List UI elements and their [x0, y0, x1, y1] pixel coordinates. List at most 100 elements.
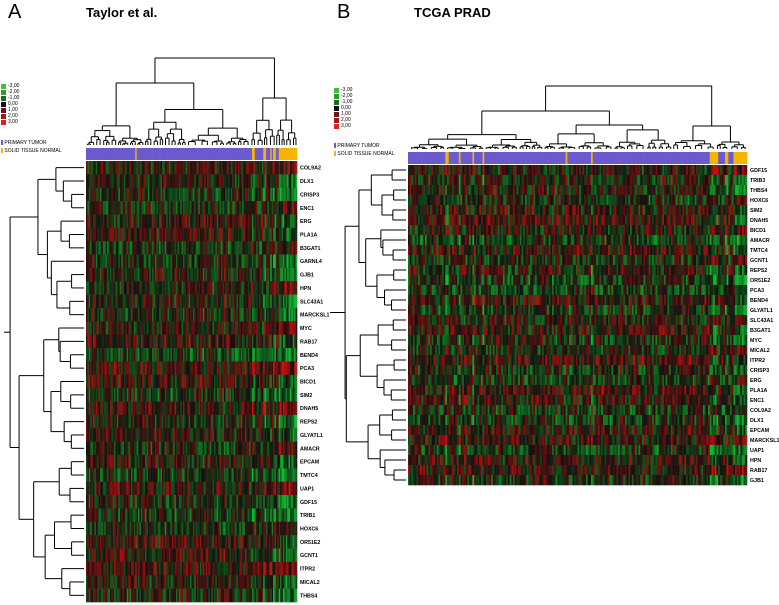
heatmap-cell	[171, 308, 174, 322]
heatmap-cell	[264, 455, 267, 469]
heatmap-cell	[131, 214, 133, 229]
heatmap-cell	[174, 254, 177, 269]
heatmap-cell	[184, 214, 187, 229]
heatmap-cell	[294, 441, 296, 456]
heatmap-cell	[140, 428, 143, 442]
heatmap-cell	[88, 414, 91, 429]
heatmap-cell	[90, 267, 92, 282]
heatmap-cell	[121, 227, 123, 242]
heatmap-cell	[287, 468, 289, 483]
heatmap-cell	[140, 495, 143, 509]
heatmap-cell	[239, 401, 242, 416]
heatmap-cell	[247, 187, 250, 202]
heatmap-cell	[225, 495, 227, 509]
heatmap-cell	[98, 508, 101, 523]
heatmap-cell	[138, 508, 140, 523]
heatmap-cell	[152, 241, 154, 255]
heatmap-cell	[146, 535, 149, 549]
annotation-cell	[229, 148, 232, 160]
heatmap-cell	[267, 308, 270, 322]
heatmap-cell	[178, 334, 181, 349]
heatmap-cell	[243, 201, 246, 215]
heatmap-cell	[212, 267, 215, 282]
heatmap-cell	[102, 294, 105, 309]
heatmap-cell	[118, 214, 121, 229]
heatmap-cell	[116, 294, 119, 309]
heatmap-cell	[115, 361, 118, 376]
heatmap-cell	[100, 374, 102, 389]
heatmap-cell	[98, 361, 101, 376]
heatmap-cell	[97, 535, 99, 549]
heatmap-cell	[278, 348, 281, 362]
heatmap-cell	[86, 241, 88, 255]
heatmap-cell	[192, 308, 195, 322]
heatmap-cell	[91, 281, 94, 295]
heatmap-cell	[128, 535, 130, 549]
heatmap-cell	[274, 441, 277, 456]
annotation-cell	[142, 148, 144, 160]
heatmap-cell	[206, 241, 209, 255]
heatmap-cell	[291, 201, 294, 215]
heatmap-cell	[94, 227, 97, 242]
heatmap-cell	[216, 414, 219, 429]
heatmap-cell	[267, 508, 270, 523]
heatmap-cell	[112, 187, 115, 202]
heatmap-cell	[163, 414, 166, 429]
heatmap-cell	[204, 254, 206, 269]
annotation-cell	[153, 148, 156, 160]
heatmap-cell	[260, 321, 263, 336]
heatmap-cell	[260, 361, 263, 376]
panel-a-title: Taylor et al.	[86, 5, 158, 20]
heatmap-cell	[145, 308, 147, 322]
heatmap-cell	[157, 201, 160, 215]
heatmap-cell	[268, 455, 271, 469]
heatmap-cell	[176, 241, 178, 255]
heatmap-cell	[87, 361, 90, 376]
heatmap-cell	[190, 374, 192, 389]
heatmap-cell	[187, 495, 189, 509]
heatmap-cell	[212, 241, 215, 255]
heatmap-cell	[156, 161, 159, 175]
heatmap-cell	[94, 521, 97, 536]
heatmap-cell	[295, 374, 298, 389]
heatmap-cell	[107, 414, 109, 429]
heatmap-cell	[173, 241, 175, 255]
heatmap-cell	[289, 414, 292, 429]
heatmap-cell	[281, 201, 284, 215]
heatmap-cell	[264, 161, 267, 175]
heatmap-cell	[94, 254, 97, 269]
heatmap-cell	[121, 241, 123, 255]
heatmap-cell	[93, 468, 95, 483]
heatmap-cell	[253, 428, 256, 442]
heatmap-cell	[153, 254, 156, 269]
heatmap-cell	[218, 468, 220, 483]
heatmap-cell	[225, 361, 227, 376]
heatmap-cell	[159, 468, 161, 483]
heatmap-cell	[147, 374, 150, 389]
heatmap-cell	[184, 401, 187, 416]
heatmap-cell	[171, 401, 174, 416]
heatmap-cell	[102, 428, 105, 442]
heatmap-cell	[285, 535, 288, 549]
heatmap-cell	[278, 521, 281, 536]
heatmap-cell	[164, 294, 167, 309]
heatmap-cell	[100, 441, 102, 456]
heatmap-cell	[236, 508, 239, 523]
heatmap-cell	[295, 468, 298, 483]
heatmap-cell	[226, 374, 229, 389]
heatmap-cell	[235, 174, 237, 189]
heatmap-cell	[242, 374, 244, 389]
heatmap-cell	[223, 161, 226, 175]
heatmap-cell	[261, 174, 264, 189]
heatmap-cell	[88, 535, 91, 549]
heatmap-cell	[161, 374, 164, 389]
heatmap-cell	[122, 174, 125, 189]
heatmap-cell	[164, 241, 167, 255]
heatmap-cell	[94, 281, 97, 295]
heatmap-cell	[254, 187, 257, 202]
heatmap-cell	[115, 241, 118, 255]
heatmap-cell	[150, 414, 153, 429]
heatmap-cell	[109, 361, 112, 376]
heatmap-cell	[285, 214, 288, 229]
heatmap-cell	[136, 241, 139, 255]
